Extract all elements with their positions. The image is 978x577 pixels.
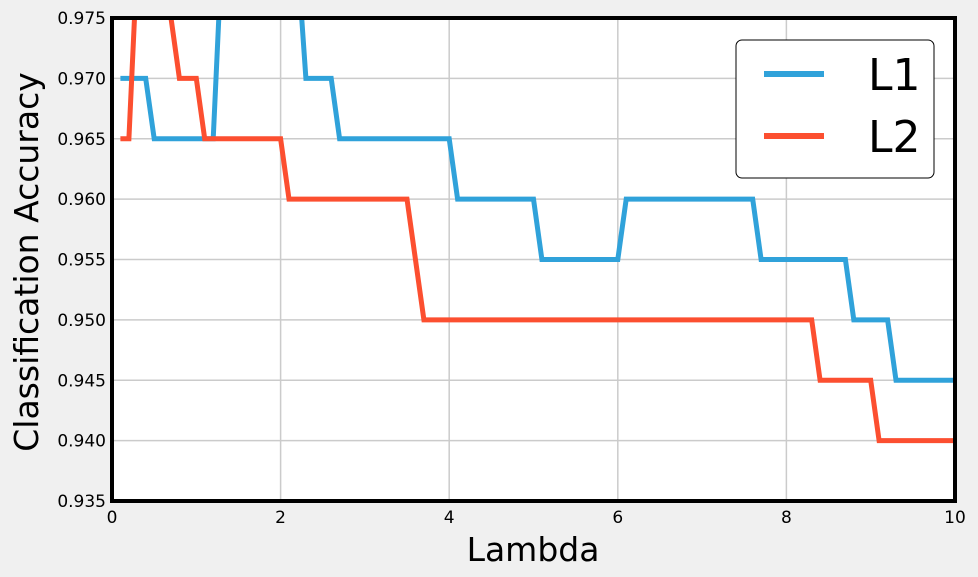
x-tick-label: 8 [781, 508, 792, 528]
legend: L1 L2 [735, 39, 935, 179]
legend-label-l1: L1 [868, 50, 921, 101]
x-tick-label: 2 [275, 508, 286, 528]
series-layer [120, 18, 955, 444]
x-tick-label: 10 [944, 508, 966, 528]
x-tick-labels: 0 2 4 6 8 10 [107, 508, 966, 528]
y-tick-label: 0.975 [57, 9, 106, 29]
y-tick-labels: 0.935 0.940 0.945 0.950 0.955 0.960 0.965 0.970… [57, 9, 106, 512]
y-tick-label: 0.935 [57, 492, 106, 512]
x-axis-title: Lambda [467, 530, 600, 569]
y-tick-label: 0.970 [57, 69, 106, 89]
series-line-l1 [120, 18, 955, 383]
x-tick-label: 6 [612, 508, 623, 528]
x-tick-label: 0 [107, 508, 118, 528]
y-tick-label: 0.965 [57, 130, 106, 150]
plot-frame [110, 16, 957, 503]
y-tick-label: 0.945 [57, 371, 106, 391]
y-tick-label: 0.950 [57, 311, 106, 331]
y-tick-label: 0.960 [57, 190, 106, 210]
y-axis-title: Classification Accuracy [7, 72, 46, 452]
legend-label-l2: L2 [868, 112, 921, 163]
y-tick-label: 0.955 [57, 251, 106, 271]
x-tick-label: 4 [444, 508, 455, 528]
y-tick-label: 0.940 [57, 432, 106, 452]
series-line-l2 [120, 18, 955, 444]
